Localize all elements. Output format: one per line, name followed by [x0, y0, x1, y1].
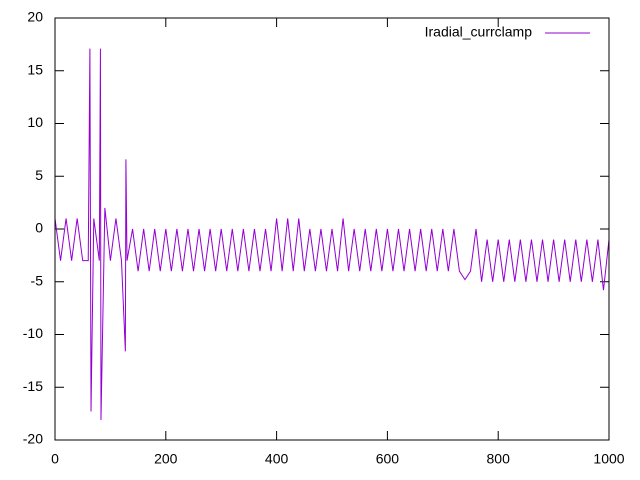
x-tick-label: 200	[154, 451, 178, 467]
y-tick-label: 15	[27, 61, 43, 77]
x-tick-label: 400	[265, 451, 289, 467]
y-tick-label: -15	[23, 378, 43, 394]
y-tick-label: -20	[23, 431, 43, 447]
x-tick-label: 800	[487, 451, 511, 467]
data-line	[54, 48, 610, 420]
y-tick-label: 0	[35, 220, 43, 236]
y-tick-label: 5	[35, 167, 43, 183]
plot-border	[54, 17, 610, 441]
y-tick-label: 20	[27, 9, 43, 25]
x-tick-label: 600	[376, 451, 400, 467]
y-tick-label: -5	[31, 272, 44, 288]
y-tick-label: 10	[27, 114, 43, 130]
x-tick-label: 1000	[593, 451, 624, 467]
legend-label: Iradial_currclamp	[425, 24, 533, 40]
y-tick-label: -10	[23, 325, 43, 341]
x-tick-label: 0	[51, 451, 59, 467]
